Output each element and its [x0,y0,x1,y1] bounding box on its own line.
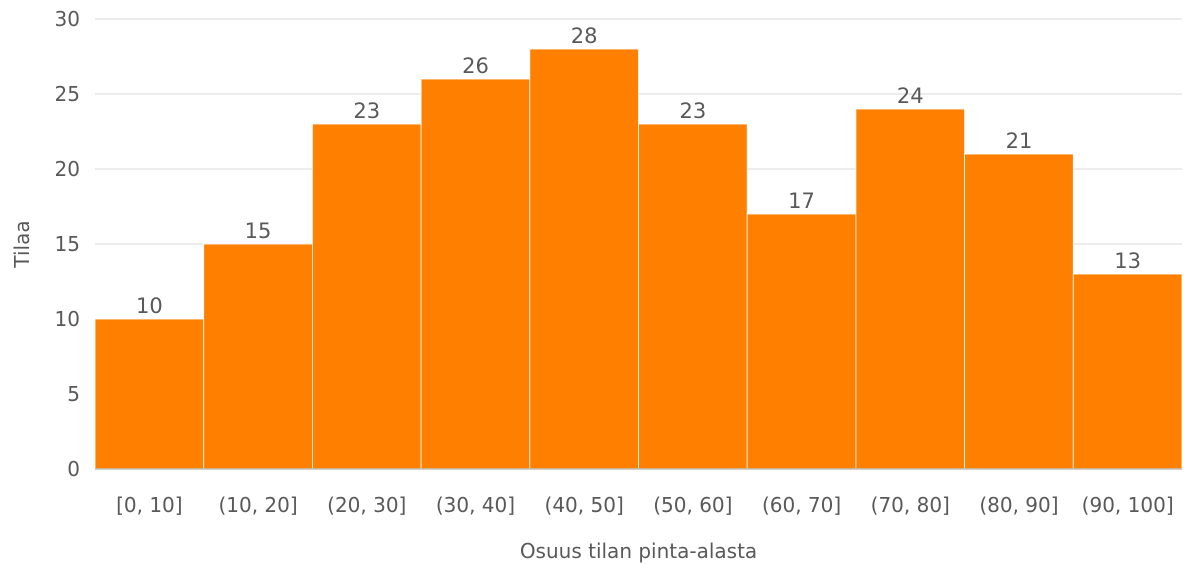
bar-data-label: 28 [571,24,598,48]
data-labels: 10 15 23 26 28 23 17 24 21 13 [136,24,1141,318]
bar-data-label: 26 [462,54,489,78]
y-tick-label: 20 [55,157,80,181]
bar [203,243,313,470]
bar-data-label: 23 [679,99,706,123]
x-tick-label: (90, 100] [1082,493,1174,517]
x-tick-label: [0, 10] [116,493,183,517]
y-tick-label: 15 [55,232,80,256]
bar-data-label: 17 [788,189,815,213]
y-tick-label: 30 [55,7,80,31]
x-tick-label: (10, 20] [218,493,297,517]
bar-data-label: 23 [353,99,380,123]
x-axis-title: Osuus tilan pinta-alasta [520,539,757,563]
y-tick-label: 10 [55,307,80,331]
bar [94,318,205,470]
y-tick-label: 0 [67,457,80,481]
bar [964,153,1074,470]
bar [638,123,748,470]
x-axis-tick-labels: [0, 10] (10, 20] (20, 30] (30, 40] (40, 50] (… [116,493,1174,517]
x-tick-label: (60, 70] [762,493,841,517]
x-tick-label: (70, 80] [871,493,950,517]
y-tick-label: 25 [55,82,80,106]
bar [1072,273,1183,470]
x-tick-label: (30, 40] [436,493,515,517]
bar-data-label: 13 [1114,249,1141,273]
bar-data-label: 21 [1006,129,1033,153]
x-tick-label: (50, 60] [653,493,732,517]
bar [746,213,857,470]
bar-data-label: 24 [897,84,924,108]
y-axis-title: Tilaa [10,220,34,268]
bar [311,123,422,470]
bars [94,48,1183,470]
bar [420,78,531,470]
bar [855,108,966,470]
bar-data-label: 10 [136,294,163,318]
y-axis-tick-labels: 0 5 10 15 20 25 30 [55,7,80,481]
y-tick-label: 5 [67,382,80,406]
bar [529,48,639,470]
bar-data-label: 15 [245,219,272,243]
x-tick-label: (20, 30] [327,493,406,517]
x-tick-label: (40, 50] [545,493,624,517]
x-tick-label: (80, 90] [979,493,1058,517]
